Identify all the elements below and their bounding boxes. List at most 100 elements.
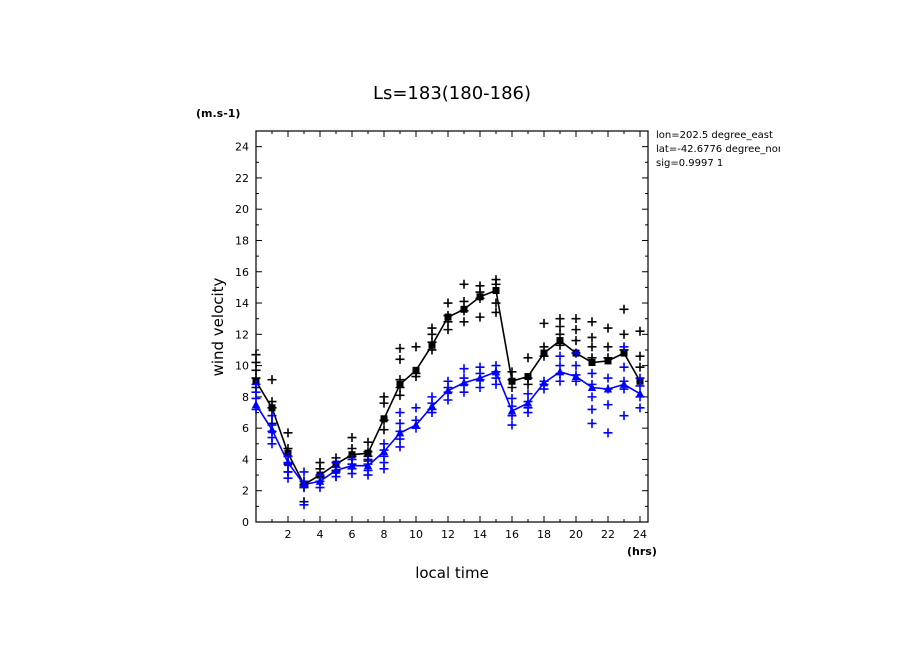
series-point (411, 420, 421, 429)
x-tick-label: 12 (441, 528, 455, 541)
series-point (604, 357, 612, 365)
scatter-point (571, 314, 581, 324)
scatter-point (379, 425, 389, 435)
scatter-point (555, 351, 565, 361)
scatter-point (523, 389, 533, 399)
series-point (492, 287, 500, 295)
scatter-point (587, 404, 597, 414)
scatter-point (635, 326, 645, 336)
scatter-point (635, 403, 645, 413)
x-tick-label: 6 (349, 528, 356, 541)
scatter-point (411, 403, 421, 413)
series-point (348, 451, 356, 459)
scatter-point (507, 393, 517, 403)
scatter-point (443, 395, 453, 405)
series-point (251, 400, 261, 409)
scatter-point (507, 420, 517, 430)
scatter-point (587, 418, 597, 428)
series-point (427, 401, 437, 410)
series-point (396, 380, 404, 388)
scatter-point (267, 411, 277, 421)
scatter-point (443, 298, 453, 308)
series-point (395, 428, 405, 437)
scatter-point (619, 304, 629, 314)
scatter-point (587, 342, 597, 352)
scatter-point (251, 379, 261, 389)
scatter-point (395, 390, 405, 400)
scatter-point (571, 325, 581, 335)
y-tick-label: 24 (235, 141, 249, 154)
series-point (315, 476, 325, 485)
scatter-point (427, 329, 437, 339)
scatter-point (299, 467, 309, 477)
scatter-point (267, 375, 277, 385)
y-tick-label: 4 (242, 453, 249, 466)
scatter-point (459, 387, 469, 397)
x-axis-unit: (hrs) (627, 545, 657, 558)
scatter-point (619, 362, 629, 372)
scatter-point (571, 348, 581, 358)
scatter-point (619, 411, 629, 421)
scatter-point (603, 342, 613, 352)
series-point (555, 367, 565, 376)
y-tick-label: 14 (235, 297, 249, 310)
series-point (267, 425, 277, 434)
series-point (364, 449, 372, 457)
scatter-point (555, 322, 565, 331)
y-tick-label: 6 (242, 422, 249, 435)
x-tick-label: 10 (409, 528, 423, 541)
plot-frame (255, 130, 649, 523)
x-tick-label: 20 (569, 528, 583, 541)
scatter-point (395, 418, 405, 428)
scatter-point (507, 367, 517, 377)
scatter-point (603, 428, 613, 438)
scatter-point (459, 364, 469, 374)
y-tick-label: 22 (235, 172, 249, 185)
scatter-point (379, 398, 389, 408)
x-tick-label: 18 (537, 528, 551, 541)
scatter-point (251, 350, 261, 360)
series-point (460, 305, 468, 313)
x-tick-label: 14 (473, 528, 487, 541)
annotation-lon: lon=202.5 degree_east (656, 130, 773, 141)
scatter-point (635, 362, 645, 372)
series-point (571, 372, 581, 381)
series-point (523, 398, 533, 407)
scatter-point (299, 500, 309, 510)
scatter-point (571, 336, 581, 346)
scatter-point (539, 318, 549, 328)
series-point (587, 382, 597, 391)
y-tick-label: 0 (242, 516, 249, 529)
series-point (283, 458, 293, 467)
series-point (268, 404, 276, 412)
scatter-point (475, 382, 485, 392)
y-axis-label: wind velocity (209, 277, 227, 376)
y-tick-label: 18 (235, 234, 249, 247)
scatter-point (459, 317, 469, 327)
scatter-point (587, 368, 597, 378)
scatter-point (491, 307, 501, 317)
x-tick-label: 4 (317, 528, 324, 541)
series-point (539, 378, 549, 387)
scatter-point (555, 376, 565, 386)
series-point (588, 358, 596, 366)
scatter-point (347, 469, 357, 479)
series-point (331, 465, 341, 474)
scatter-point (603, 400, 613, 410)
x-tick-label: 16 (505, 528, 519, 541)
scatter-point (395, 442, 405, 452)
scatter-point (619, 342, 629, 352)
x-tick-label: 8 (381, 528, 388, 541)
scatter-point (635, 351, 645, 361)
series-point (620, 349, 628, 357)
y-tick-label: 12 (235, 328, 249, 341)
x-tick-label: 22 (601, 528, 615, 541)
series-point (443, 386, 453, 395)
series-point (556, 337, 564, 345)
series-point (476, 293, 484, 301)
series-point (380, 415, 388, 423)
series-point (299, 479, 309, 488)
scatter-point (491, 379, 501, 389)
series-point (507, 406, 517, 415)
y-tick-label: 8 (242, 391, 249, 404)
